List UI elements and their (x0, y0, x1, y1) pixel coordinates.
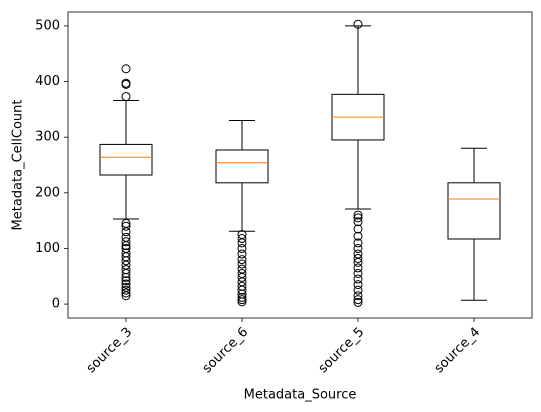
outlier (121, 276, 131, 286)
outlier (353, 291, 363, 301)
outlier (353, 210, 363, 220)
outlier (353, 238, 363, 248)
outlier (353, 274, 363, 284)
x-axis-label: Metadata_Source (244, 388, 357, 403)
y-tick-label: 300 (35, 130, 60, 145)
outlier (121, 64, 131, 74)
outlier (237, 255, 247, 265)
outlier (237, 238, 247, 248)
outlier (237, 285, 247, 295)
x-tick-label: source_4 (432, 325, 484, 377)
y-tick-label: 100 (35, 241, 60, 256)
outlier (353, 297, 363, 307)
outlier (353, 19, 363, 29)
outlier (353, 280, 363, 290)
x-tick-label: source_3 (84, 325, 136, 377)
outlier (121, 221, 131, 231)
outlier (237, 292, 247, 302)
plot-frame (67, 11, 533, 319)
outlier (353, 231, 363, 241)
outlier (353, 268, 363, 278)
x-tick-label: source_6 (200, 325, 252, 377)
box (215, 149, 269, 184)
y-axis-label: Metadata_CellCount (11, 100, 26, 231)
y-tick-label: 0 (52, 297, 60, 312)
outlier (121, 279, 131, 289)
outlier (121, 288, 131, 298)
outlier (121, 241, 131, 251)
outlier (121, 291, 131, 301)
outlier (121, 272, 131, 282)
outlier (353, 217, 363, 227)
outlier (121, 227, 131, 237)
outlier (353, 285, 363, 295)
outlier (121, 285, 131, 295)
outlier (237, 272, 247, 282)
y-tick-label: 500 (35, 18, 60, 33)
outlier (353, 243, 363, 253)
outlier (237, 297, 247, 307)
outlier (353, 263, 363, 273)
x-tick-label: source_5 (316, 325, 368, 377)
outlier (237, 243, 247, 253)
outlier (353, 257, 363, 267)
outlier (353, 213, 363, 223)
outlier (353, 224, 363, 234)
outlier (353, 295, 363, 305)
outlier (121, 256, 131, 266)
outlier (353, 253, 363, 263)
y-tick-label: 200 (35, 185, 60, 200)
outlier (121, 92, 131, 102)
y-tick-label: 400 (35, 74, 60, 89)
outlier (121, 268, 131, 278)
outlier (237, 233, 247, 243)
box (447, 182, 501, 240)
outlier (121, 237, 131, 247)
outlier (237, 249, 247, 259)
box (99, 143, 153, 176)
outlier (237, 259, 247, 269)
outlier (237, 295, 247, 305)
outlier (121, 78, 131, 88)
